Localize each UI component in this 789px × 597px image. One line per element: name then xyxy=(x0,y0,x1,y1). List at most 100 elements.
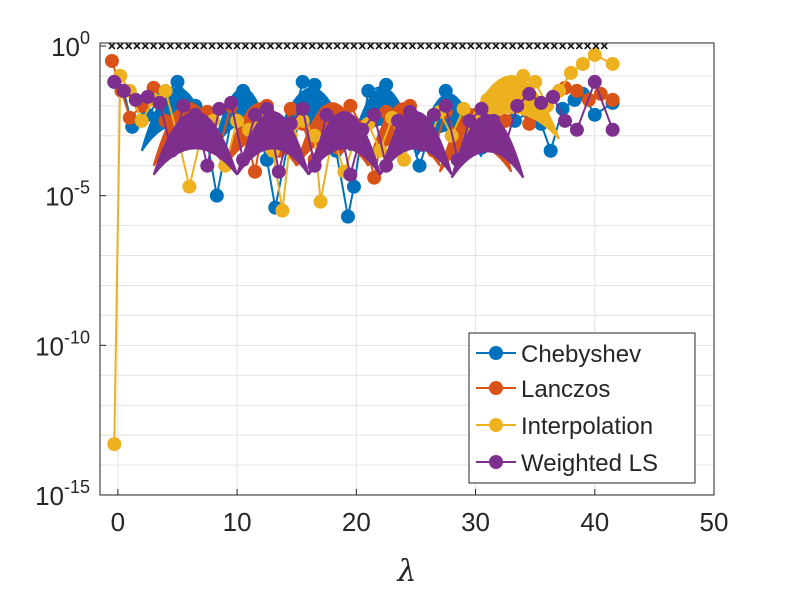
x-tick-label: 0 xyxy=(111,507,125,537)
eigenvalue-markers xyxy=(108,43,608,50)
eigenvalue-marker xyxy=(392,43,400,50)
point-weighted-ls xyxy=(116,83,131,98)
legend-item-weighted-ls: Weighted LS xyxy=(476,450,658,477)
point-interpolation xyxy=(230,113,245,128)
point-chebyshev xyxy=(361,83,376,98)
eigenvalue-marker xyxy=(283,43,291,50)
eigenvalue-marker xyxy=(158,43,166,50)
eigenvalue-marker xyxy=(150,43,158,50)
segment-weighted-ls xyxy=(170,105,185,152)
legend-label-interpolation: Interpolation xyxy=(521,413,653,440)
point-chebyshev xyxy=(170,74,185,89)
segment-weighted-ls xyxy=(349,129,364,175)
segment-interpolation xyxy=(113,75,122,445)
point-weighted-ls xyxy=(450,152,465,167)
eigenvalue-marker xyxy=(575,43,583,50)
eigenvalue-marker xyxy=(208,43,216,50)
point-weighted-ls xyxy=(176,98,191,113)
eigenvalue-marker xyxy=(300,43,308,50)
point-interpolation xyxy=(134,113,149,128)
eigenvalue-marker xyxy=(216,43,224,50)
segment-chebyshev xyxy=(335,150,349,217)
series-weighted-ls xyxy=(107,74,620,182)
point-weighted-ls xyxy=(546,89,561,104)
point-interpolation xyxy=(275,203,290,218)
point-weighted-ls xyxy=(462,113,477,128)
point-weighted-ls xyxy=(188,107,203,122)
eigenvalue-marker xyxy=(233,43,241,50)
eigenvalue-marker xyxy=(517,43,525,50)
point-interpolation xyxy=(504,74,519,89)
segment-weighted-ls xyxy=(230,102,245,160)
point-lanczos xyxy=(569,83,584,98)
point-weighted-ls xyxy=(247,107,262,122)
point-weighted-ls xyxy=(402,104,417,119)
point-weighted-ls xyxy=(140,89,155,104)
y-tick-label: 10-5 xyxy=(45,178,90,212)
legend: Chebyshev Lanczos Interpolation Weighted… xyxy=(468,332,696,484)
x-tick-label: 50 xyxy=(700,507,729,537)
point-lanczos xyxy=(522,116,537,131)
point-interpolation xyxy=(307,128,322,143)
point-weighted-ls xyxy=(224,95,239,110)
eigenvalue-marker xyxy=(475,43,483,50)
segment-weighted-ls xyxy=(242,114,256,160)
point-weighted-ls xyxy=(295,101,310,116)
point-weighted-ls xyxy=(107,74,122,89)
point-weighted-ls xyxy=(379,158,394,173)
eigenvalue-marker xyxy=(358,43,366,50)
eigenvalue-marker xyxy=(291,43,300,50)
point-weighted-ls xyxy=(128,92,143,107)
eigenvalue-marker xyxy=(467,43,475,50)
segment-weighted-ls xyxy=(337,120,352,175)
x-axis-label: λ xyxy=(396,554,416,589)
eigenvalue-marker xyxy=(375,43,383,50)
point-weighted-ls xyxy=(605,122,620,137)
eigenvalue-marker xyxy=(241,43,250,50)
segment-weighted-ls xyxy=(373,114,388,166)
point-weighted-ls xyxy=(152,95,167,110)
segment-weighted-ls xyxy=(575,81,596,131)
eigenvalue-marker xyxy=(433,43,441,50)
eigenvalue-marker xyxy=(133,43,141,50)
point-weighted-ls xyxy=(569,122,584,137)
eigenvalue-marker xyxy=(108,43,116,50)
point-lanczos xyxy=(104,53,119,68)
point-chebyshev xyxy=(307,77,322,92)
segment-chebyshev xyxy=(265,159,277,208)
segment-weighted-ls xyxy=(265,108,280,172)
eigenvalue-marker xyxy=(166,43,174,50)
point-lanczos xyxy=(343,98,358,113)
point-lanczos xyxy=(283,101,298,116)
point-chebyshev xyxy=(587,107,602,122)
point-weighted-ls xyxy=(486,113,501,128)
segment-weighted-ls xyxy=(158,102,173,152)
point-interpolation xyxy=(575,56,590,71)
y-tick-label: 100 xyxy=(51,28,90,62)
series-layer xyxy=(104,47,620,452)
segment-weighted-ls xyxy=(277,123,292,172)
point-interpolation xyxy=(516,68,531,83)
segment-interpolation xyxy=(271,150,284,211)
plot-frame xyxy=(99,42,715,496)
eigenvalue-marker xyxy=(258,43,266,50)
eigenvalue-marker xyxy=(542,43,550,50)
legend-item-chebyshev: Chebyshev xyxy=(476,341,641,368)
point-chebyshev xyxy=(340,209,355,224)
point-weighted-ls xyxy=(307,158,322,173)
point-lanczos xyxy=(247,164,262,179)
point-chebyshev xyxy=(438,83,453,98)
eigenvalue-marker xyxy=(333,43,341,50)
eigenvalue-marker xyxy=(125,43,133,50)
point-weighted-ls xyxy=(259,101,274,116)
point-weighted-ls xyxy=(534,95,549,110)
x-tick-label: 30 xyxy=(461,507,490,537)
point-weighted-ls xyxy=(557,113,572,128)
eigenvalue-marker xyxy=(600,43,608,50)
eigenvalue-marker xyxy=(458,43,467,50)
point-chebyshev xyxy=(543,143,558,158)
point-lanczos xyxy=(122,110,137,125)
point-weighted-ls xyxy=(414,137,429,152)
x-tick-label: 20 xyxy=(342,507,371,537)
